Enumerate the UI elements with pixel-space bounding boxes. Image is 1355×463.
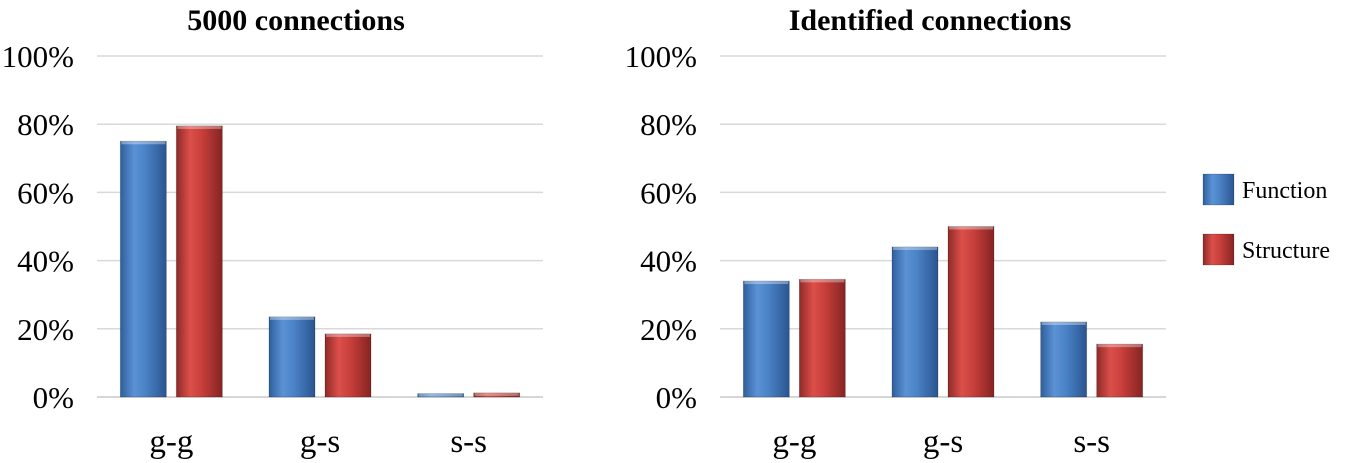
bar-structure-s-s (1096, 343, 1144, 398)
bar-structure-g-g (798, 278, 846, 398)
bar-structure-g-s (947, 226, 995, 398)
chart-title: Identified connections (789, 4, 1072, 37)
legend-swatch-structure (1202, 233, 1235, 266)
y-tick-label: 80% (17, 107, 74, 142)
bar-bevel (474, 392, 519, 396)
bar-function-g-s (268, 316, 316, 398)
bar-bevel (949, 226, 993, 230)
legend-swatch-function (1202, 173, 1235, 206)
bar-bevel (1041, 321, 1086, 325)
bar-bevel (177, 125, 222, 129)
y-tick-label: 100% (625, 39, 697, 74)
y-tick-label: 60% (640, 175, 697, 210)
y-tick-label: 0% (656, 380, 697, 415)
legend: Function Structure (1202, 173, 1330, 266)
x-category-label: g-g (149, 424, 193, 460)
x-category-label: s-s (450, 424, 487, 460)
chart-panel-2: Identified connections 0% 20% 40% 60% 80% 100%… (625, 4, 1166, 460)
x-category-label: g-s (923, 424, 963, 460)
bar-bevel (326, 333, 370, 337)
y-tick-label: 40% (17, 244, 74, 279)
bar-structure-g-g (175, 125, 223, 398)
bar-bevel (418, 393, 463, 397)
y-tick-label: 40% (640, 244, 697, 279)
bar-structure-s-s (473, 392, 521, 398)
x-category-label: g-s (300, 424, 340, 460)
bar-function-s-s (1040, 321, 1088, 398)
x-category-label: s-s (1073, 424, 1110, 460)
chart-panel-1: 5000 connections 0% 20% 40% 60% 80% 100% g-g g-s… (2, 4, 543, 460)
bar-function-g-g (742, 280, 790, 398)
bar-structure-g-s (324, 333, 372, 398)
bar-bevel (744, 281, 789, 285)
bar-function-g-g (119, 140, 167, 398)
y-tick-label: 100% (2, 39, 74, 74)
legend-label-function: Function (1242, 178, 1327, 204)
bar-bevel (1097, 344, 1142, 348)
y-tick-label: 60% (17, 175, 74, 210)
y-tick-label: 80% (640, 107, 697, 142)
x-category-label: g-g (772, 424, 816, 460)
bar-function-s-s (417, 393, 465, 398)
bar-bevel (800, 279, 845, 283)
y-tick-label: 20% (17, 312, 74, 347)
legend-label-structure: Structure (1242, 238, 1330, 264)
chart-title: 5000 connections (187, 4, 405, 37)
y-tick-label: 20% (640, 312, 697, 347)
bar-bevel (121, 141, 166, 145)
bar-function-g-s (891, 246, 939, 398)
bar-bevel (893, 246, 937, 250)
y-tick-label: 0% (33, 380, 74, 415)
bar-bevel (270, 316, 314, 320)
